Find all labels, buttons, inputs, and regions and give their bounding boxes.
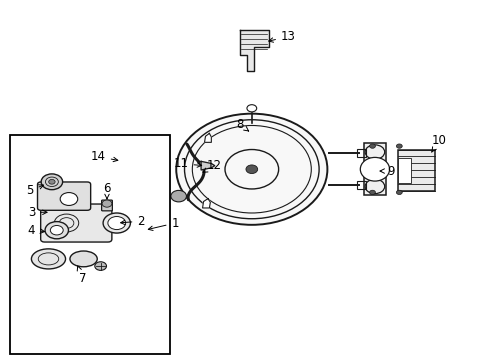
- Text: 1: 1: [148, 216, 179, 230]
- Circle shape: [176, 114, 327, 225]
- FancyBboxPatch shape: [102, 200, 112, 211]
- Circle shape: [369, 144, 375, 148]
- Text: 11: 11: [173, 157, 201, 170]
- FancyBboxPatch shape: [41, 204, 112, 242]
- Bar: [363, 143, 385, 195]
- Circle shape: [41, 174, 62, 190]
- Polygon shape: [239, 30, 268, 71]
- FancyBboxPatch shape: [118, 153, 142, 167]
- Text: 13: 13: [268, 30, 295, 43]
- Text: 7: 7: [77, 266, 86, 285]
- Circle shape: [396, 190, 402, 194]
- Ellipse shape: [31, 249, 65, 269]
- Circle shape: [60, 193, 78, 206]
- Text: 3: 3: [28, 206, 47, 219]
- Circle shape: [102, 200, 112, 207]
- Text: 4: 4: [28, 224, 44, 237]
- Circle shape: [49, 179, 55, 184]
- Circle shape: [95, 262, 106, 270]
- Text: 5: 5: [26, 184, 43, 197]
- Ellipse shape: [70, 251, 97, 267]
- Circle shape: [245, 165, 257, 174]
- Bar: [397, 158, 410, 183]
- Bar: [356, 149, 365, 157]
- Circle shape: [369, 190, 375, 194]
- Circle shape: [396, 144, 402, 148]
- Ellipse shape: [360, 157, 389, 181]
- Circle shape: [170, 190, 186, 202]
- Circle shape: [50, 225, 63, 235]
- Circle shape: [45, 222, 68, 239]
- FancyBboxPatch shape: [38, 182, 90, 210]
- Text: 10: 10: [431, 134, 446, 152]
- Circle shape: [103, 213, 130, 233]
- Circle shape: [108, 216, 125, 230]
- Bar: [10, 135, 170, 354]
- Text: 2: 2: [121, 215, 144, 228]
- Text: 6: 6: [103, 183, 110, 199]
- Text: 8: 8: [235, 118, 248, 131]
- Polygon shape: [201, 161, 214, 170]
- Polygon shape: [204, 134, 211, 142]
- Bar: [356, 181, 365, 189]
- Polygon shape: [202, 199, 210, 208]
- Text: 14: 14: [91, 150, 118, 163]
- Text: 12: 12: [203, 159, 222, 172]
- Text: 9: 9: [379, 165, 394, 177]
- Bar: [397, 149, 434, 191]
